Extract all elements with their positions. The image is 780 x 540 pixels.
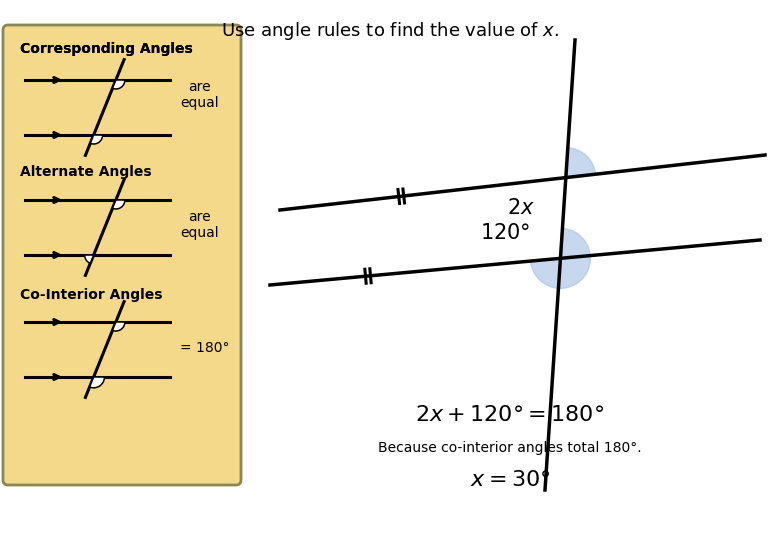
Text: are
equal: are equal <box>180 210 218 240</box>
Wedge shape <box>530 228 590 288</box>
Text: = 180°: = 180° <box>180 341 229 355</box>
Wedge shape <box>112 80 125 89</box>
Wedge shape <box>90 135 103 144</box>
Text: are
equal: are equal <box>180 80 218 110</box>
Text: $2x + 120° = 180°$: $2x + 120° = 180°$ <box>416 405 604 425</box>
Wedge shape <box>90 377 105 388</box>
Text: Corresponding Angles: Corresponding Angles <box>20 42 193 56</box>
Wedge shape <box>112 322 125 331</box>
Text: Corresponding Angles: Corresponding Angles <box>20 42 193 56</box>
Text: $x = 30°$: $x = 30°$ <box>470 470 550 490</box>
Text: Alternate Angles: Alternate Angles <box>20 165 151 179</box>
Wedge shape <box>112 200 125 209</box>
FancyBboxPatch shape <box>3 25 241 485</box>
Text: Use angle rules to find the value of $x$.: Use angle rules to find the value of $x$… <box>221 20 559 42</box>
Text: $120°$: $120°$ <box>480 224 530 244</box>
Text: Because co-interior angles total 180°.: Because co-interior angles total 180°. <box>378 441 642 455</box>
Wedge shape <box>85 255 94 264</box>
Text: Co-Interior Angles: Co-Interior Angles <box>20 288 162 302</box>
Wedge shape <box>566 147 596 178</box>
Text: $2x$: $2x$ <box>507 198 535 218</box>
